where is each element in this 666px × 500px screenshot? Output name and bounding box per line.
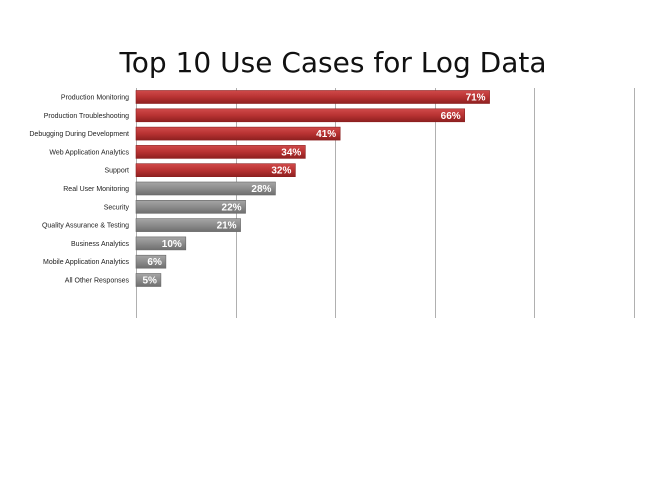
value-label: 66% bbox=[441, 111, 461, 122]
bar bbox=[135, 126, 341, 141]
category-label: Real User Monitoring bbox=[63, 186, 129, 193]
value-label: 71% bbox=[466, 93, 486, 104]
category-label: Business Analytics bbox=[71, 241, 129, 248]
value-label: 28% bbox=[251, 184, 271, 195]
bar bbox=[135, 145, 306, 159]
category-label: Quality Assurance & Testing bbox=[42, 223, 129, 230]
category-label: Production Troubleshooting bbox=[44, 113, 129, 120]
bar bbox=[135, 236, 187, 251]
bar bbox=[135, 108, 465, 123]
value-labels: 71% 66% 41% 34% 32%28% 22% 21% 10%6% 5% bbox=[142, 93, 485, 287]
bar bbox=[135, 181, 276, 196]
category-labels: Production Monitoring Production Troubles… bbox=[29, 95, 129, 285]
bar bbox=[135, 90, 490, 104]
bar bbox=[135, 200, 246, 214]
value-label: 32% bbox=[271, 166, 291, 177]
category-label: Web Application Analytics bbox=[49, 149, 129, 156]
bars bbox=[135, 90, 490, 287]
category-label: Support bbox=[104, 168, 129, 175]
value-label: 21% bbox=[217, 221, 237, 232]
value-label: 22% bbox=[222, 202, 242, 213]
value-label: 10% bbox=[162, 239, 182, 250]
category-label: Production Monitoring bbox=[61, 95, 129, 102]
value-label: 34% bbox=[281, 147, 301, 158]
value-label: 6% bbox=[147, 257, 162, 268]
bar bbox=[135, 254, 167, 269]
bar bbox=[135, 218, 241, 232]
category-label: Mobile Application Analytics bbox=[43, 259, 129, 266]
category-label: Security bbox=[104, 204, 130, 211]
bar bbox=[135, 163, 296, 177]
value-label: 41% bbox=[316, 129, 336, 140]
category-label: All Other Responses bbox=[65, 278, 130, 285]
category-label: Debugging During Development bbox=[29, 131, 129, 138]
value-label: 5% bbox=[142, 276, 157, 287]
bar bbox=[135, 273, 162, 287]
chart-title: Top 10 Use Cases for Log Data bbox=[119, 46, 547, 79]
